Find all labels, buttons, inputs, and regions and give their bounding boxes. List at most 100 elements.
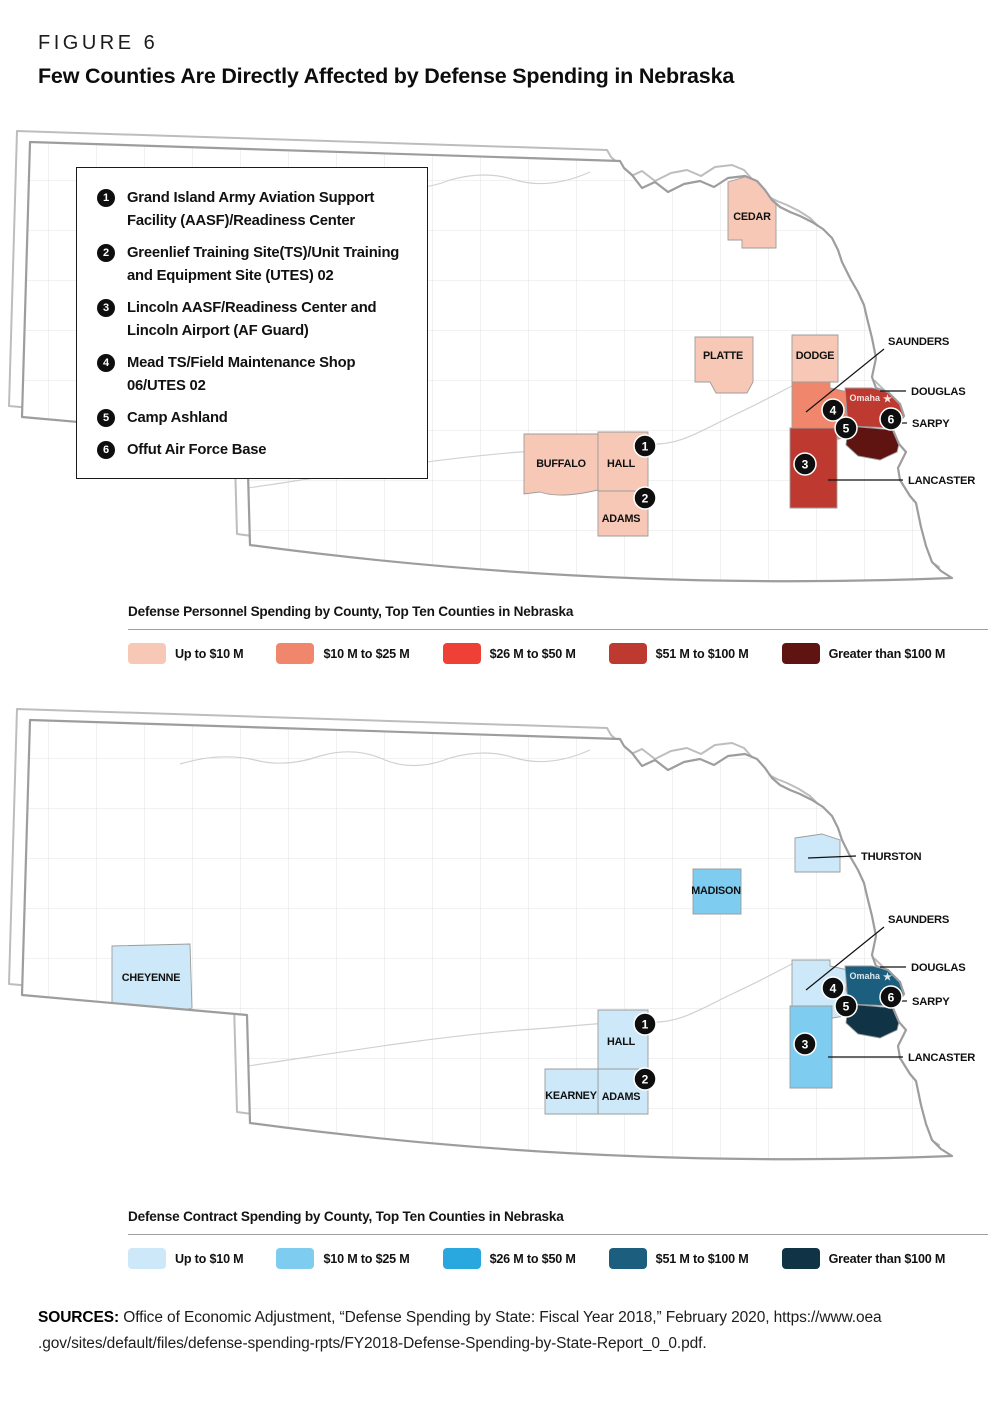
facility-item-6: 6 Offut Air Force Base	[97, 439, 407, 462]
legend-contract-scale: Up to $10 M $10 M to $25 M $26 M to $50 …	[128, 1248, 988, 1269]
sources-note: SOURCES: Office of Economic Adjustment, …	[38, 1305, 973, 1357]
county-label-hall: HALL	[607, 1036, 636, 1048]
swatch-bucket-1	[128, 1248, 166, 1269]
callout-lancaster: LANCASTER	[908, 475, 975, 487]
site-marker-5: 5	[834, 994, 858, 1018]
site-marker-5: 5	[834, 416, 858, 440]
callout-douglas: DOUGLAS	[911, 386, 966, 398]
facility-item-2: 2 Greenlief Training Site(TS)/Unit Train…	[97, 242, 407, 288]
facility-item-1: 1 Grand Island Army Aviation Support Fac…	[97, 187, 407, 233]
niobrara-river-line	[179, 749, 591, 767]
site-marker-4: 4	[821, 976, 845, 1000]
legend-bucket-2: $10 M to $25 M	[276, 1248, 410, 1269]
legend-bucket-4: $51 M to $100 M	[608, 643, 749, 664]
legend-divider	[128, 629, 988, 630]
site-marker-1: 1	[633, 434, 657, 458]
county-label-hall: HALL	[607, 458, 636, 470]
svg-text:2: 2	[642, 492, 649, 506]
svg-text:3: 3	[802, 1038, 809, 1052]
county-label-adams: ADAMS	[602, 513, 641, 525]
facility-bullet-2: 2	[97, 244, 115, 262]
figure-title: Few Counties Are Directly Affected by De…	[38, 64, 735, 88]
svg-text:6: 6	[888, 413, 895, 427]
figure-number: FIGURE 6	[38, 32, 159, 54]
county-label-platte: PLATTE	[703, 350, 743, 362]
svg-text:1: 1	[642, 440, 649, 454]
facility-name-6: Offut Air Force Base	[127, 442, 267, 458]
facility-bullet-4: 4	[97, 354, 115, 372]
county-label-cedar: CEDAR	[733, 211, 771, 223]
site-marker-4: 4	[821, 398, 845, 422]
facility-bullet-5: 5	[97, 409, 115, 427]
facility-bullet-1: 1	[97, 189, 115, 207]
city-label-omaha: Omaha	[849, 971, 881, 981]
county-thurston	[794, 833, 841, 873]
swatch-bucket-2	[276, 643, 315, 664]
facility-item-5: 5 Camp Ashland	[97, 407, 407, 430]
facility-name-1: Grand Island Army Aviation Support Facil…	[127, 190, 375, 229]
omaha-star-icon: ★	[883, 394, 892, 405]
svg-text:5: 5	[843, 1000, 850, 1014]
leader-saunders	[805, 926, 885, 991]
svg-text:2: 2	[642, 1073, 649, 1087]
omaha-star-icon: ★	[883, 972, 892, 983]
county-platte	[694, 336, 754, 394]
legend-personnel: Defense Personnel Spending by County, To…	[128, 604, 988, 664]
swatch-bucket-5	[781, 643, 820, 664]
legend-bucket-4: $51 M to $100 M	[608, 1248, 749, 1269]
swatch-bucket-5	[781, 1248, 820, 1269]
legend-contract-title: Defense Contract Spending by County, Top…	[128, 1209, 564, 1224]
sources-label: SOURCES:	[38, 1309, 120, 1326]
svg-text:3: 3	[802, 458, 809, 472]
svg-text:6: 6	[888, 991, 895, 1005]
county-kearney	[544, 1068, 599, 1115]
legend-bucket-3: $26 M to $50 M	[442, 643, 576, 664]
callout-douglas: DOUGLAS	[911, 962, 966, 974]
site-marker-6: 6	[879, 407, 903, 431]
nebraska-state-outline	[20, 140, 954, 583]
callout-saunders: SAUNDERS	[888, 914, 950, 926]
site-marker-6: 6	[879, 985, 903, 1009]
figure-header: FIGURE 6 Few Counties Are Directly Affec…	[38, 32, 734, 89]
county-label-buffalo: BUFFALO	[536, 458, 586, 470]
swatch-bucket-4	[608, 643, 647, 664]
facility-item-3: 3 Lincoln AASF/Readiness Center and Linc…	[97, 297, 407, 343]
swatch-bucket-2	[276, 1248, 315, 1269]
site-marker-2: 2	[633, 1067, 657, 1091]
nebraska-state-outline	[20, 718, 954, 1161]
svg-text:1: 1	[642, 1018, 649, 1032]
site-marker-2: 2	[633, 486, 657, 510]
legend-bucket-5: Greater than $100 M	[781, 1248, 945, 1269]
svg-text:5: 5	[843, 422, 850, 436]
facility-name-3: Lincoln AASF/Readiness Center and Lincol…	[127, 300, 377, 339]
site-marker-1: 1	[633, 1012, 657, 1036]
callout-lancaster: LANCASTER	[908, 1052, 975, 1064]
county-dodge	[791, 334, 839, 383]
facility-name-4: Mead TS/Field Maintenance Shop 06/UTES 0…	[127, 355, 356, 394]
facility-bullet-6: 6	[97, 441, 115, 459]
county-label-kearney: KEARNEY	[545, 1090, 597, 1102]
facility-name-5: Camp Ashland	[127, 410, 228, 426]
facility-item-4: 4 Mead TS/Field Maintenance Shop 06/UTES…	[97, 352, 407, 398]
svg-text:4: 4	[830, 982, 837, 996]
callout-sarpy: SARPY	[912, 996, 950, 1008]
legend-personnel-scale: Up to $10 M $10 M to $25 M $26 M to $50 …	[128, 643, 988, 664]
county-label-madison: MADISON	[691, 885, 741, 897]
swatch-bucket-1	[128, 643, 166, 664]
site-marker-3: 3	[793, 452, 817, 476]
swatch-bucket-3	[442, 643, 481, 664]
sources-line-2: .gov/sites/default/files/defense-spendin…	[38, 1335, 707, 1352]
leader-saunders	[805, 348, 885, 413]
legend-personnel-title: Defense Personnel Spending by County, To…	[128, 604, 574, 619]
legend-bucket-3: $26 M to $50 M	[442, 1248, 576, 1269]
sources-line-1: SOURCES: Office of Economic Adjustment, …	[38, 1309, 882, 1326]
legend-divider	[128, 1234, 988, 1235]
legend-bucket-1: Up to $10 M	[128, 1248, 244, 1269]
county-label-dodge: DODGE	[796, 350, 835, 362]
callout-sarpy: SARPY	[912, 418, 950, 430]
facilities-key-box: 1 Grand Island Army Aviation Support Fac…	[76, 167, 428, 479]
callout-thurston: THURSTON	[861, 851, 921, 863]
legend-bucket-2: $10 M to $25 M	[276, 643, 410, 664]
facility-bullet-3: 3	[97, 299, 115, 317]
